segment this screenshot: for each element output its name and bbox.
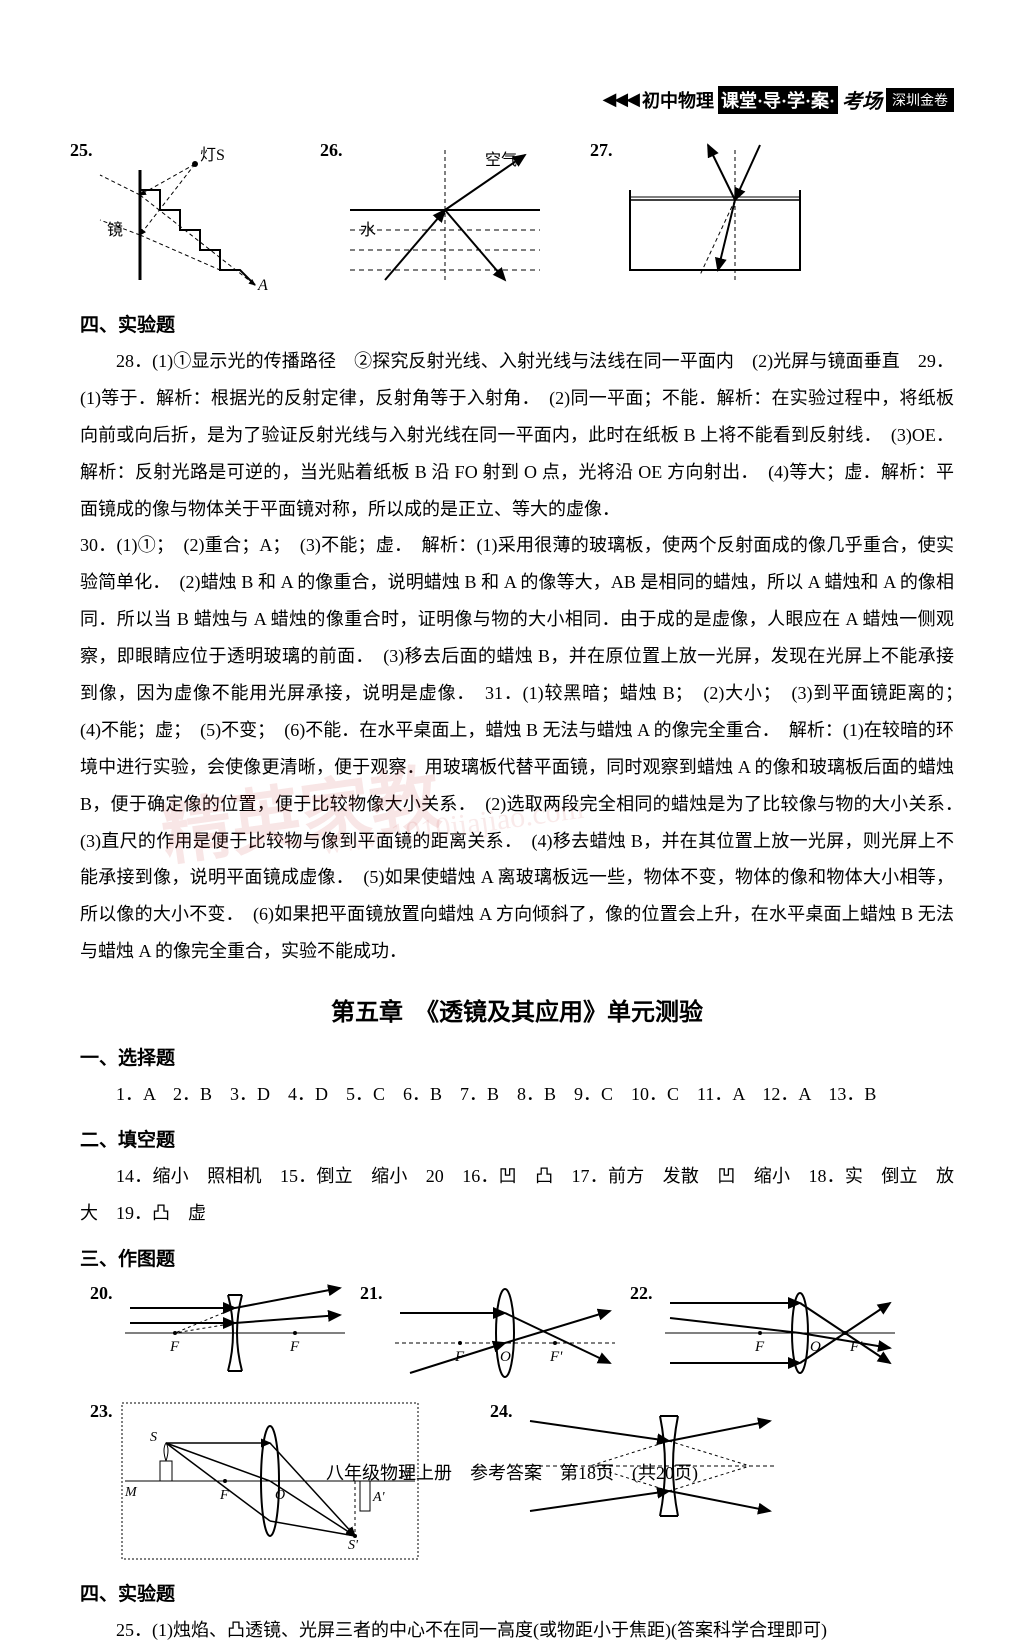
section-draw: 三、作图题 bbox=[80, 1244, 954, 1271]
page-footer: 八年级物理上册 参考答案 第18页 (共20页) bbox=[0, 1459, 1024, 1485]
diagram-27: 27. bbox=[600, 140, 830, 290]
header-edition-box: 深圳金卷 bbox=[886, 88, 954, 112]
diagram-26: 26. 空气 水 bbox=[330, 140, 560, 290]
diagram-20-f2: F bbox=[289, 1339, 300, 1355]
fill-answers: 14．缩小 照相机 15．倒立 缩小 20 16．凹 凸 17．前方 发散 凹 … bbox=[80, 1158, 954, 1232]
diagram-24-number: 24. bbox=[490, 1401, 513, 1422]
section-experiment: 四、实验题 bbox=[80, 310, 954, 337]
diagram-23-f: F bbox=[219, 1488, 229, 1503]
diagram-25-mirror-label: 镜 bbox=[107, 220, 123, 239]
chapter-title: 第五章 《透镜及其应用》单元测验 bbox=[80, 992, 954, 1027]
diagram-23-s2: S' bbox=[348, 1538, 359, 1553]
answer-30-31: 30．(1)①； (2)重合；A； (3)不能；虚． 解析：(1)采用很薄的玻璃… bbox=[80, 527, 954, 970]
diagram-21-f2: F' bbox=[549, 1349, 563, 1365]
diagram-23-s: S bbox=[150, 1430, 157, 1445]
diagram-20: 20. F F bbox=[120, 1283, 350, 1383]
diagram-25: 25. 灯S 镜 A bbox=[80, 140, 290, 290]
diagram-27-number: 27. bbox=[590, 140, 613, 161]
diagram-23-m: M bbox=[124, 1485, 138, 1500]
section-experiment2: 四、实验题 bbox=[80, 1579, 954, 1606]
diagram-25-lamp-label: 灯S bbox=[200, 146, 225, 164]
diagram-26-number: 26. bbox=[320, 140, 343, 161]
diagram-20-number: 20. bbox=[90, 1283, 113, 1304]
diagram-row-top: 25. 灯S 镜 A bbox=[80, 140, 954, 290]
section-fill: 二、填空题 bbox=[80, 1125, 954, 1152]
diagram-20-f1: F bbox=[169, 1339, 180, 1355]
answer-28-29: 28．(1)①显示光的传播路径 ②探究反射光线、入射光线与法线在同一平面内 (2… bbox=[80, 343, 954, 527]
diagram-23-number: 23. bbox=[90, 1401, 113, 1422]
header-brand: 考场 bbox=[842, 85, 882, 114]
header-series: 课堂·导·学·案· bbox=[718, 86, 838, 114]
page-header: ◀◀◀ 初中物理 课堂·导·学·案· 考场 深圳金卷 bbox=[602, 85, 954, 114]
diagram-26-water-label: 水 bbox=[360, 221, 376, 239]
diagram-21: 21. F O F' bbox=[390, 1283, 620, 1383]
diagram-25-number: 25. bbox=[70, 140, 93, 161]
diagram-25-a-label: A bbox=[257, 277, 268, 290]
section-choice: 一、选择题 bbox=[80, 1043, 954, 1070]
diagram-23-a: A' bbox=[372, 1490, 386, 1505]
diagram-22: 22. F O F' bbox=[660, 1283, 900, 1383]
diagram-row-mid: 20. F F bbox=[120, 1283, 954, 1383]
diagram-21-number: 21. bbox=[360, 1283, 383, 1304]
answer-25: 25．(1)烛焰、凸透镜、光屏三者的中心不在同一高度(或物距小于焦距)(答案科学… bbox=[80, 1612, 954, 1649]
choice-answers: 1．A 2．B 3．D 4．D 5．C 6．B 7．B 8．B 9．C 10．C… bbox=[80, 1076, 954, 1113]
diagram-21-o: O bbox=[500, 1349, 511, 1365]
header-arrow-icon: ◀◀◀ bbox=[602, 89, 638, 110]
diagram-22-f: F bbox=[754, 1339, 765, 1355]
header-subject: 初中物理 bbox=[642, 87, 714, 113]
diagram-22-number: 22. bbox=[630, 1283, 653, 1304]
diagram-26-air-label: 空气 bbox=[485, 151, 517, 169]
